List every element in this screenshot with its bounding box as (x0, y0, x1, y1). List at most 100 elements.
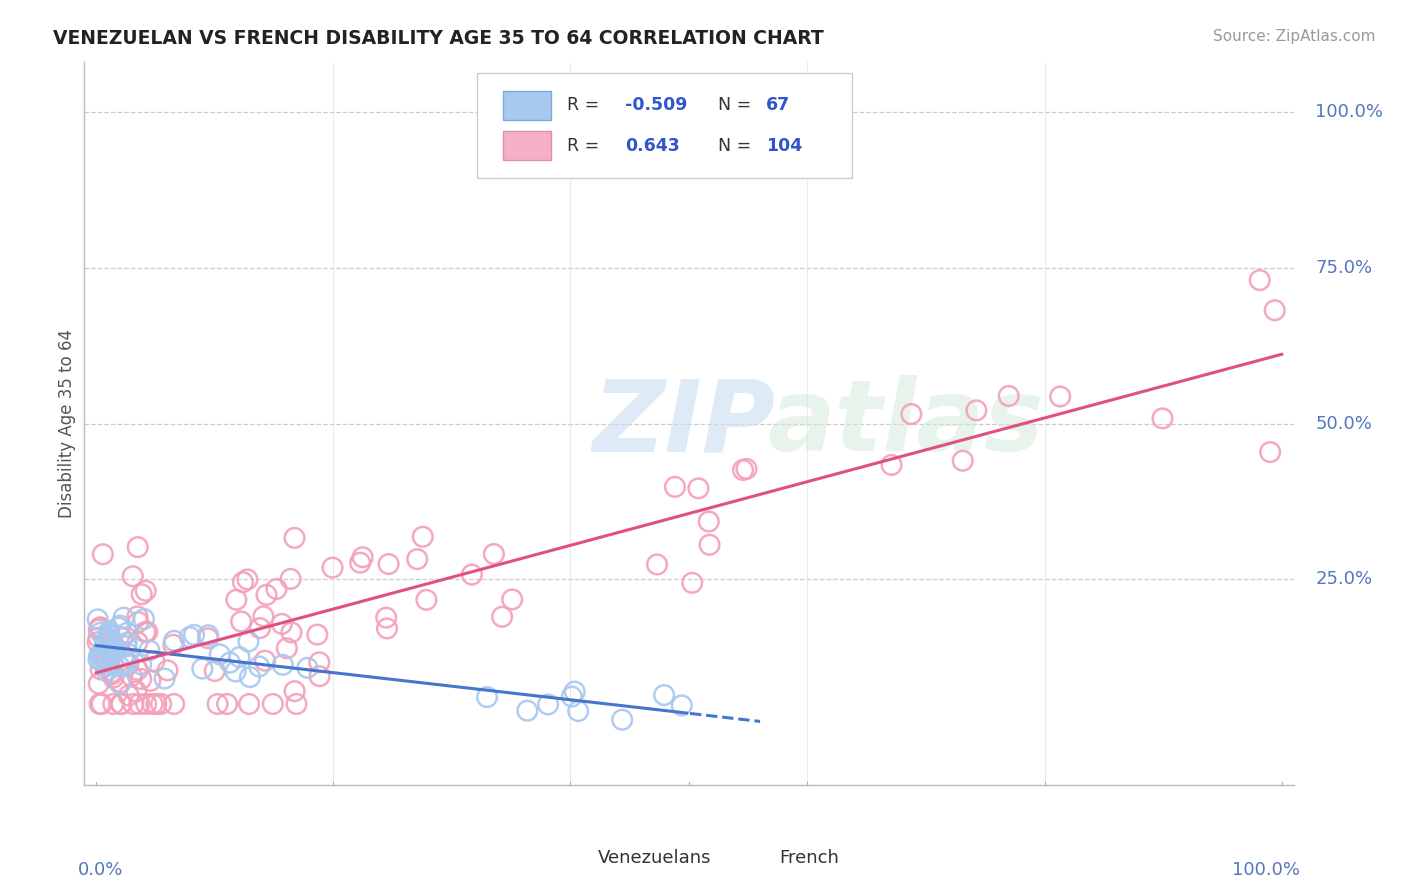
Point (104, 641, 127, 656)
Point (90, 648, 112, 662)
Point (115, 640, 138, 654)
Point (997, 389, 1019, 403)
Point (207, 697, 229, 711)
Point (127, 635, 149, 649)
Point (735, 462, 758, 476)
Point (156, 664, 179, 678)
Point (183, 628, 205, 642)
Point (208, 648, 231, 662)
Point (121, 569, 143, 583)
Point (135, 583, 157, 598)
Point (100, 665, 122, 680)
Point (103, 697, 125, 711)
Text: Source: ZipAtlas.com: Source: ZipAtlas.com (1212, 29, 1375, 44)
Point (97, 646, 120, 660)
Point (652, 688, 675, 702)
Point (93, 651, 115, 665)
Point (247, 659, 270, 673)
Point (249, 621, 271, 635)
Point (110, 697, 132, 711)
FancyBboxPatch shape (723, 843, 773, 873)
Point (89, 648, 111, 663)
Point (97, 646, 120, 660)
Point (219, 656, 242, 670)
Point (97, 626, 120, 640)
Point (699, 538, 721, 552)
Point (179, 630, 201, 644)
Point (136, 624, 159, 639)
Point (308, 656, 330, 670)
Point (297, 661, 319, 675)
Point (111, 631, 134, 645)
Point (225, 592, 247, 607)
Point (91, 655, 114, 669)
Text: French: French (780, 849, 839, 867)
Point (87, 631, 110, 645)
Point (228, 650, 250, 665)
Text: VENEZUELAN VS FRENCH DISABILITY AGE 35 TO 64 CORRELATION CHART: VENEZUELAN VS FRENCH DISABILITY AGE 35 T… (53, 29, 824, 47)
Text: 100.0%: 100.0% (1315, 103, 1384, 121)
Point (375, 621, 398, 635)
Point (112, 610, 135, 624)
Text: 67: 67 (766, 96, 790, 114)
Point (141, 697, 163, 711)
Point (87, 676, 110, 690)
Point (252, 609, 274, 624)
Point (117, 657, 139, 671)
Point (96, 658, 118, 673)
Point (93, 639, 115, 653)
Point (731, 463, 754, 477)
Text: Venezuelans: Venezuelans (599, 849, 711, 867)
Point (86, 635, 108, 649)
Point (96, 659, 118, 673)
Y-axis label: Disability Age 35 to 64: Disability Age 35 to 64 (58, 329, 76, 518)
Point (115, 657, 138, 671)
Point (664, 480, 686, 494)
Text: 0.643: 0.643 (624, 136, 679, 154)
Point (115, 625, 138, 640)
FancyBboxPatch shape (541, 843, 592, 873)
Point (491, 609, 513, 624)
Point (90, 662, 112, 676)
Text: 75.0%: 75.0% (1315, 259, 1372, 277)
Text: ZIP: ZIP (592, 376, 775, 472)
Point (231, 615, 253, 629)
Point (108, 618, 131, 632)
Point (516, 704, 538, 718)
Point (697, 515, 720, 529)
Text: 0.0%: 0.0% (79, 861, 124, 879)
Point (143, 654, 166, 668)
Point (117, 647, 139, 661)
Point (104, 640, 127, 655)
Point (349, 556, 371, 570)
Point (461, 567, 484, 582)
Point (138, 643, 160, 657)
Point (567, 704, 589, 718)
Point (415, 592, 437, 607)
Point (110, 675, 132, 690)
Point (965, 403, 987, 417)
Point (101, 655, 124, 669)
Point (204, 664, 226, 678)
Point (135, 697, 157, 711)
Point (86, 612, 108, 626)
Point (87, 623, 110, 637)
Point (127, 663, 149, 677)
Point (162, 638, 184, 652)
Point (232, 575, 254, 590)
Point (90, 625, 112, 640)
Point (1152, 411, 1174, 425)
Point (681, 575, 703, 590)
Point (688, 481, 710, 495)
Point (91, 650, 114, 665)
Point (482, 547, 505, 561)
Point (117, 689, 139, 703)
Point (283, 531, 305, 545)
Point (880, 458, 903, 472)
Point (253, 654, 276, 668)
Point (101, 657, 124, 672)
Point (163, 697, 186, 711)
Point (262, 697, 284, 711)
Point (256, 588, 278, 602)
Point (321, 560, 343, 574)
